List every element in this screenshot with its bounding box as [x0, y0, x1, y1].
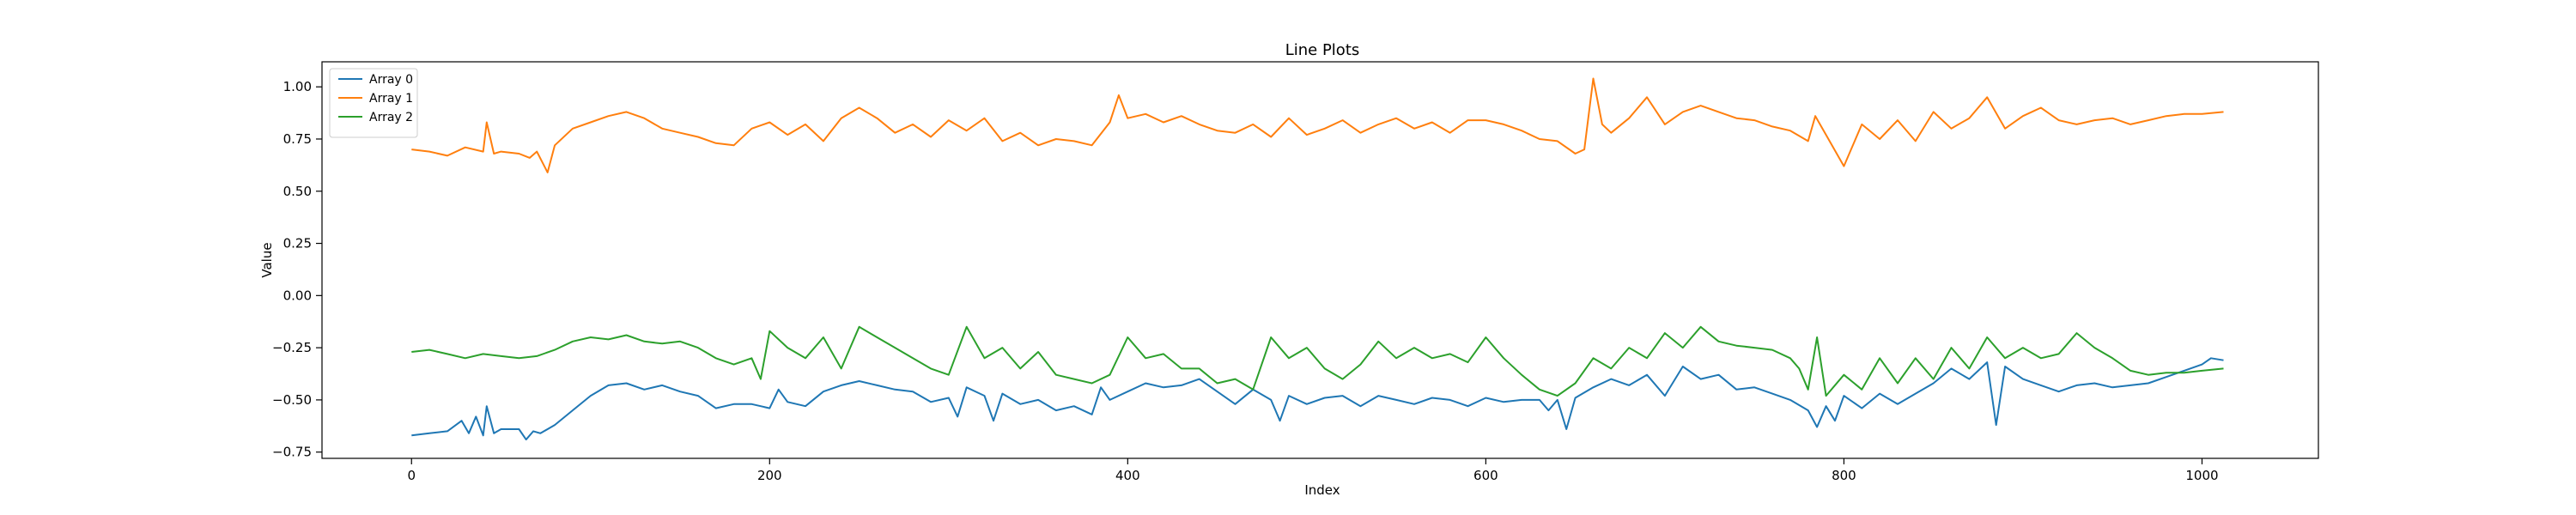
- y-tick-label: −0.25: [272, 340, 312, 355]
- y-tick-label: −0.75: [272, 445, 312, 460]
- legend-entry: Array 2: [369, 111, 413, 124]
- chart-title: Line Plots: [1285, 41, 1360, 59]
- y-tick-label: 0.50: [283, 184, 312, 199]
- y-tick-label: 0.75: [283, 131, 312, 147]
- x-tick-label: 200: [757, 468, 782, 483]
- series-line-array-0: [411, 357, 2224, 441]
- x-tick-label: 800: [1832, 468, 1856, 483]
- y-tick-label: 1.00: [283, 79, 312, 94]
- series-line-array-2: [411, 325, 2224, 397]
- x-tick-label: 600: [1473, 468, 1498, 483]
- y-axis-label: Value: [259, 242, 275, 277]
- y-tick-label: 0.25: [283, 236, 312, 251]
- plot-area: [322, 62, 2318, 458]
- y-axis: −0.75 −0.50 −0.25 0.00 0.25 0.50 0.75 1.00: [272, 79, 322, 460]
- x-tick-label: 400: [1115, 468, 1140, 483]
- y-tick-label: 0.00: [283, 288, 312, 303]
- legend-entry: Array 0: [369, 73, 413, 87]
- legend-entry: Array 1: [369, 92, 413, 106]
- plot-frame: [321, 61, 2319, 459]
- legend: Array 0 Array 1 Array 2: [329, 68, 418, 138]
- legend-box: [329, 68, 418, 138]
- x-axis: 0 200 400 600 800 1000: [407, 458, 2219, 483]
- x-axis-label: Index: [1304, 482, 1340, 498]
- series-line-array-1: [411, 77, 2224, 173]
- series-lines: [411, 77, 2224, 441]
- y-tick-label: −0.50: [272, 392, 312, 408]
- x-tick-label: 1000: [2185, 468, 2218, 483]
- x-tick-label: 0: [407, 468, 416, 483]
